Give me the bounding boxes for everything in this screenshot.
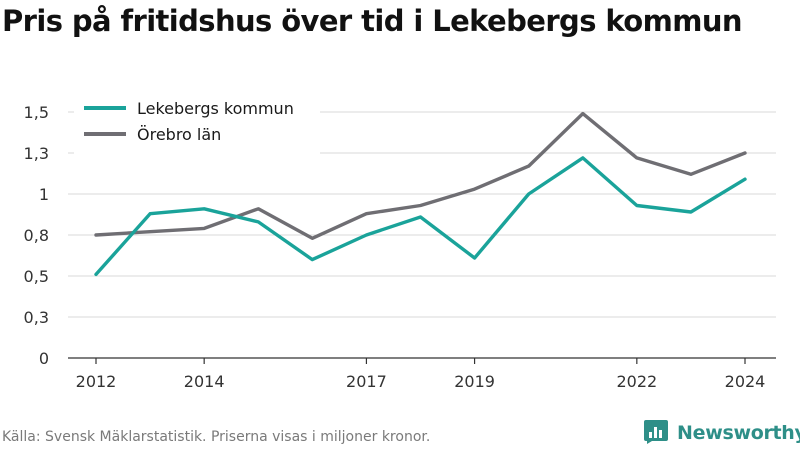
x-tick-label: 2022 (616, 372, 657, 391)
series-line-orebro (94, 111, 747, 241)
y-tick-label: 0 (39, 349, 49, 368)
x-tick-label: 2017 (346, 372, 387, 391)
y-tick-label: 1,5 (24, 103, 49, 122)
series-lines (94, 111, 747, 277)
x-tick-label: 2019 (454, 372, 495, 391)
legend: Lekebergs kommun Örebro län (74, 92, 320, 154)
x-tick-label: 2014 (184, 372, 225, 391)
x-tick-label: 2024 (725, 372, 766, 391)
series-line-lekeberg (94, 156, 747, 277)
y-tick-label: 0,3 (24, 308, 49, 327)
legend-label: Örebro län (137, 125, 221, 144)
x-tick-label: 2012 (76, 372, 117, 391)
source-note: Källa: Svensk Mäklarstatistik. Priserna … (2, 429, 431, 445)
legend-background (74, 92, 320, 154)
legend-label: Lekebergs kommun (137, 99, 294, 118)
grid-lines (68, 111, 776, 318)
chart-title: Pris på fritidshus över tid i Lekebergs … (2, 4, 743, 38)
axes: 0 0,3 0,5 0,8 1 1,3 1,5 2012 2014 2017 2019 2022 202… (24, 103, 776, 391)
brand-name: Newsworthy (677, 422, 800, 444)
y-tick-label: 0,8 (24, 226, 49, 245)
y-tick-label: 1,3 (24, 144, 49, 163)
y-tick-label: 0,5 (24, 267, 49, 286)
y-tick-label: 1 (39, 185, 49, 204)
newsworthy-logo-icon (643, 418, 669, 448)
brand-logo[interactable]: Newsworthy (643, 419, 800, 447)
